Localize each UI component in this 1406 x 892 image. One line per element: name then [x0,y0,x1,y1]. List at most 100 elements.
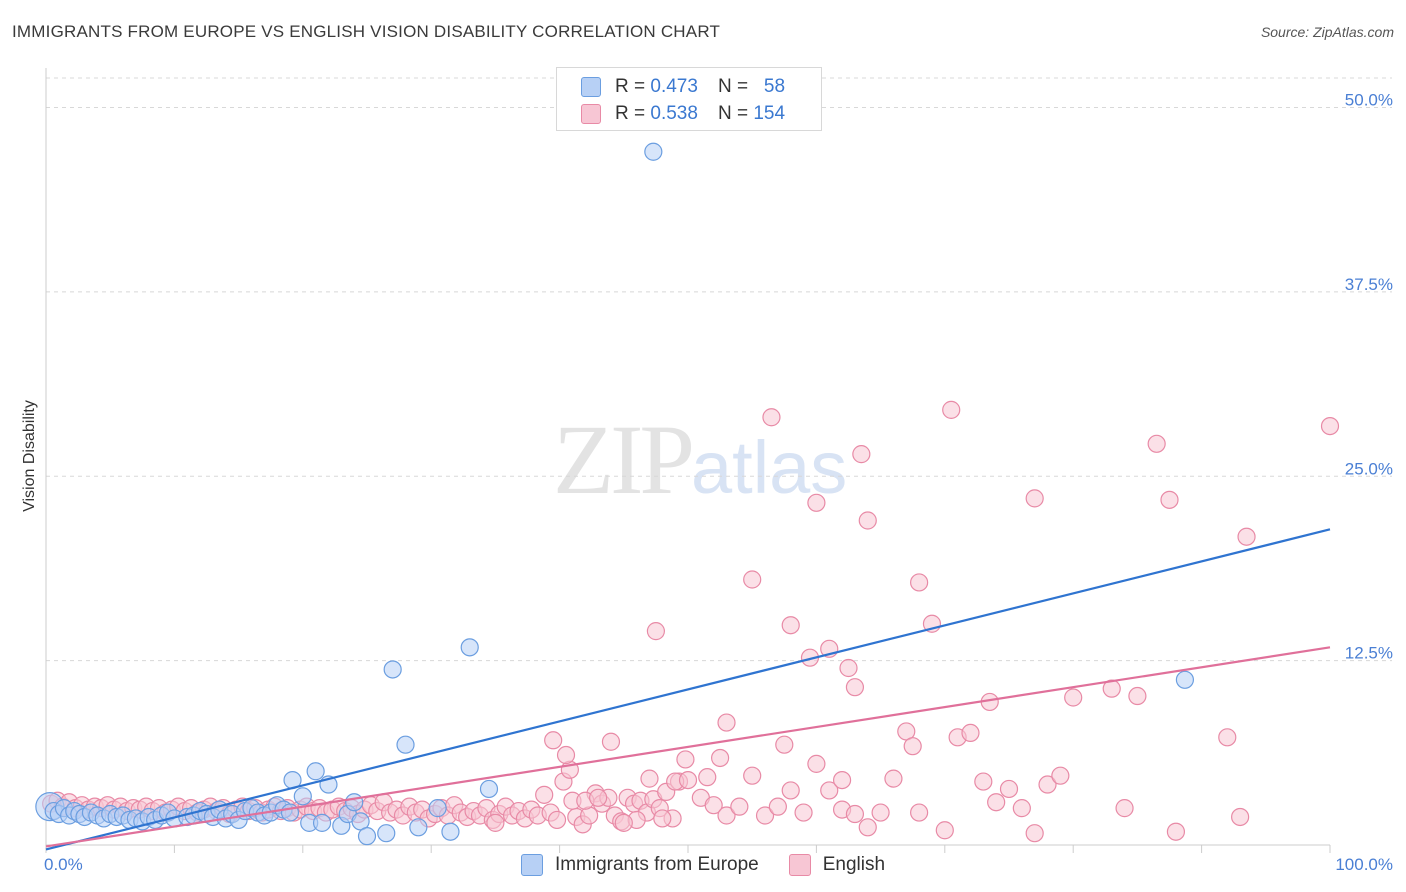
english-point [839,658,858,678]
legend-r-value: 0.538 [650,103,698,124]
english-point [1115,799,1134,818]
english-point [653,809,672,828]
english-point [678,770,698,790]
series-swatch-blue [520,854,543,876]
series-swatch-pink [788,854,811,876]
english-point [845,678,865,697]
correlation-legend: R = 0.473 N = 58 R = 0.538 N = 154 [556,67,822,131]
english-point [556,745,576,765]
english-point [743,766,762,785]
english-point [987,793,1006,812]
english-point [852,445,871,464]
english-point [1064,688,1083,707]
english-point [601,732,621,751]
series-legend-english: English [788,851,885,879]
english-point [762,408,781,427]
y-tick-label: 12.5% [1345,644,1393,663]
source-label: Source: ZipAtlas.com [1260,24,1394,40]
legend-r-value: 0.473 [650,76,698,97]
legend-row-english: R = 0.538 N = 154 [581,101,785,127]
chart-title: IMMIGRANTS FROM EUROPE VS ENGLISH VISION… [12,22,721,41]
english-point [820,781,839,800]
immigrants-point [428,799,447,818]
english-point [884,769,903,788]
english-point [547,810,567,830]
series-legend-immigrants: Immigrants from Europe [520,851,759,879]
english-point [807,754,826,773]
english-point [704,796,723,815]
immigrants-point [1175,670,1195,689]
immigrants-trendline [45,528,1331,851]
english-point [614,813,633,832]
series-label-immigrants: Immigrants from Europe [554,854,759,875]
english-point [1160,490,1179,509]
english-point [1320,417,1340,436]
english-point [871,803,890,822]
english-point [717,806,736,825]
english-point [486,813,505,832]
english-point [1025,489,1044,508]
watermark-zip: ZIP [553,404,695,515]
english-point [1147,434,1166,453]
english-point [1237,527,1256,546]
tick-labels: 12.5% 25.0% 37.5% 50.0% 0.0% 100.0% Vision Dis… [21,91,1393,875]
immigrants-point [460,638,479,657]
english-point [1218,728,1237,747]
immigrants-point [293,787,312,806]
english-point [903,737,922,756]
legend-n-label: N = [717,103,749,124]
immigrants-point [306,762,325,781]
english-point [781,616,800,635]
immigrants-point [312,813,332,832]
y-tick-label: 50.0% [1345,91,1393,110]
immigrants-point [644,142,663,161]
english-point [961,723,980,743]
english-point [1025,824,1044,843]
y-tick-label: 25.0% [1345,459,1393,478]
legend-swatch-pink [581,104,601,124]
english-point [710,748,730,768]
english-point [743,570,762,589]
english-point [698,768,717,787]
english-point [544,731,563,750]
legend-r-label: R = [615,103,646,124]
x-tick-label: 100.0% [1335,855,1393,874]
y-tick-label: 37.5% [1345,275,1393,294]
immigrants-point [441,822,460,841]
legend-swatch-blue [581,77,601,97]
english-point [910,803,929,822]
immigrants-point [409,818,428,837]
immigrants-point [357,827,377,846]
immigrants-point [377,824,396,843]
legend-r-label: R = [615,76,646,97]
english-point [768,797,787,816]
english-trendline [45,646,1331,848]
english-point [755,806,775,825]
legend-n-label: N = [717,76,749,97]
english-point [589,788,608,807]
english-point [1166,822,1186,841]
english-points [42,400,1340,843]
english-point [717,713,736,732]
immigrants-point [396,735,415,754]
english-point [974,772,993,791]
y-axis-title: Vision Disability [21,400,38,512]
english-point [910,573,929,592]
english-point [999,779,1019,799]
english-point [832,770,852,790]
english-point [935,821,954,840]
english-point [942,400,961,419]
english-point [676,750,695,769]
series-legend: Immigrants from Europe English [0,851,1406,879]
english-point [1038,775,1057,794]
immigrants-point [479,779,499,799]
english-point [781,781,800,800]
grid [46,77,1392,662]
english-point [775,735,794,754]
trendlines [45,528,1331,851]
english-point [794,803,813,822]
immigrants-point [345,793,364,812]
english-point [1051,766,1070,785]
immigrants-point [383,660,402,679]
